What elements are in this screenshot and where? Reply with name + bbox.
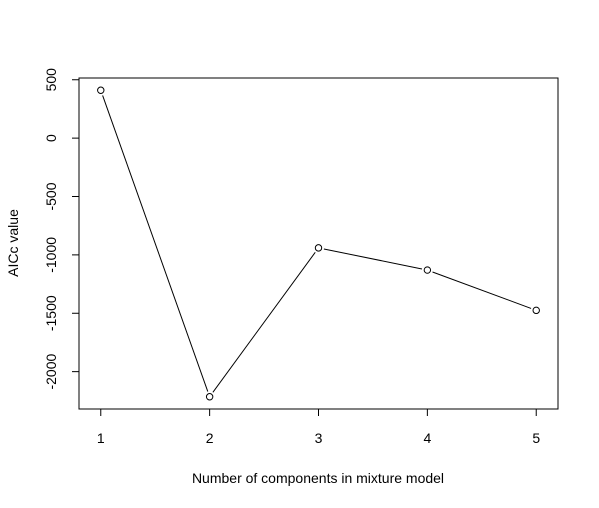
data-point bbox=[97, 86, 105, 94]
series-line-segment bbox=[323, 248, 423, 270]
x-tick-label: 3 bbox=[315, 430, 323, 446]
data-point bbox=[532, 306, 540, 315]
y-axis-label: AICc value bbox=[5, 209, 21, 277]
x-tick-label: 5 bbox=[532, 430, 540, 446]
x-tick-label: 4 bbox=[423, 430, 431, 446]
data-series bbox=[97, 86, 540, 401]
y-axis: 500 0 -500 -1000 -1500 -2000 bbox=[43, 68, 80, 390]
data-point bbox=[205, 393, 214, 401]
y-tick-label: -2000 bbox=[43, 354, 59, 390]
plot-frame bbox=[78, 77, 559, 410]
series-line-segment bbox=[212, 252, 316, 393]
data-point bbox=[314, 244, 323, 252]
y-tick-label: 0 bbox=[43, 134, 59, 142]
y-tick-label: -1500 bbox=[43, 295, 59, 331]
data-point bbox=[423, 266, 432, 274]
x-tick-label: 2 bbox=[206, 430, 214, 446]
y-tick-label: 500 bbox=[43, 68, 59, 92]
y-tick-label: -1000 bbox=[43, 237, 59, 273]
series-line-segment bbox=[102, 95, 209, 392]
series-line-segment bbox=[432, 271, 532, 309]
x-axis-label: Number of components in mixture model bbox=[192, 470, 444, 486]
x-axis: 1 2 3 4 5 bbox=[97, 408, 540, 446]
y-tick-label: -500 bbox=[43, 182, 59, 210]
x-tick-label: 1 bbox=[97, 430, 105, 446]
